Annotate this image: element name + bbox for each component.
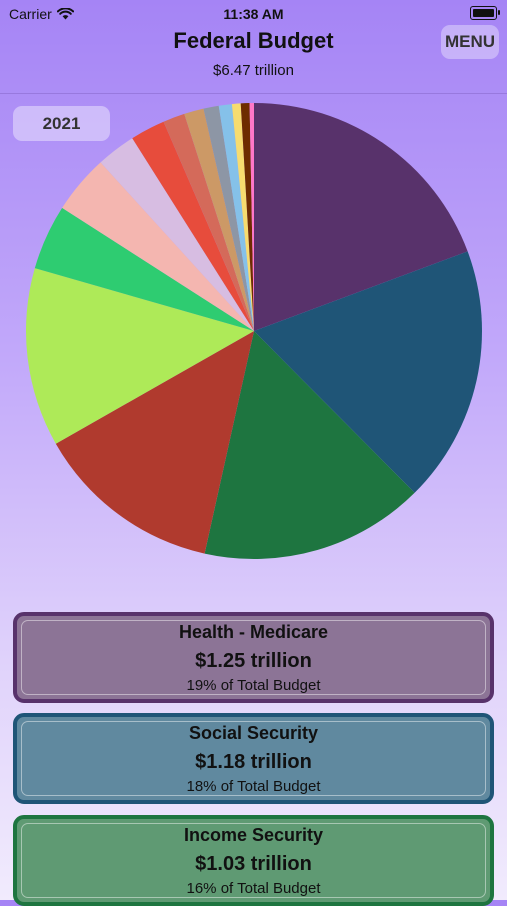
- status-time: 11:38 AM: [223, 6, 284, 22]
- card-health-medicare[interactable]: Health - Medicare $1.25 trillion 19% of To…: [13, 612, 494, 703]
- category-percent: 18% of Total Budget: [186, 778, 321, 795]
- pie-slice[interactable]: [62, 162, 255, 331]
- pie-slice[interactable]: [184, 108, 254, 332]
- pie-slice[interactable]: [203, 105, 254, 331]
- pie-slice[interactable]: [254, 103, 468, 331]
- category-amount: $1.25 trillion: [195, 650, 312, 672]
- carrier-indicator: Carrier: [9, 6, 74, 22]
- pie-slice[interactable]: [55, 331, 255, 554]
- card-income-security[interactable]: Income Security $1.03 trillion 16% of Tota…: [13, 815, 494, 906]
- category-amount: $1.03 trillion: [195, 853, 312, 875]
- category-name: Income Security: [183, 825, 324, 845]
- card-inner-border: [21, 620, 486, 695]
- budget-pie-chart[interactable]: [0, 0, 507, 600]
- status-bar: Carrier 11:38 AM: [0, 0, 507, 28]
- wifi-icon: [56, 8, 74, 20]
- year-selector-button[interactable]: 2021: [13, 106, 110, 141]
- category-percent: 16% of Total Budget: [186, 880, 321, 897]
- pie-slice[interactable]: [254, 251, 482, 493]
- category-percent: 19% of Total Budget: [186, 677, 321, 694]
- header: Federal Budget $6.47 trillion MENU: [0, 25, 507, 94]
- pie-slice[interactable]: [231, 103, 254, 331]
- carrier-label: Carrier: [9, 6, 52, 22]
- pie-slice[interactable]: [163, 113, 254, 331]
- category-amount: $1.18 trillion: [195, 751, 312, 773]
- pie-slice[interactable]: [240, 103, 254, 332]
- category-name: Health - Medicare: [178, 622, 329, 642]
- pie-slice[interactable]: [249, 103, 254, 331]
- pie-slice[interactable]: [204, 331, 415, 560]
- pie-slice[interactable]: [100, 138, 254, 331]
- pie-slice[interactable]: [26, 268, 255, 444]
- pie-slice[interactable]: [132, 121, 254, 331]
- menu-button[interactable]: MENU: [441, 25, 499, 59]
- page-title: Federal Budget: [173, 28, 334, 53]
- category-name: Social Security: [188, 723, 319, 743]
- card-inner-border: [21, 823, 486, 898]
- card-social-security[interactable]: Social Security $1.18 trillion 18% of Tota…: [13, 713, 494, 804]
- pie-slice[interactable]: [34, 207, 254, 331]
- battery-icon: [470, 6, 500, 20]
- pie-slice[interactable]: [218, 104, 254, 331]
- budget-total: $6.47 trillion: [213, 62, 294, 79]
- card-inner-border: [21, 721, 486, 796]
